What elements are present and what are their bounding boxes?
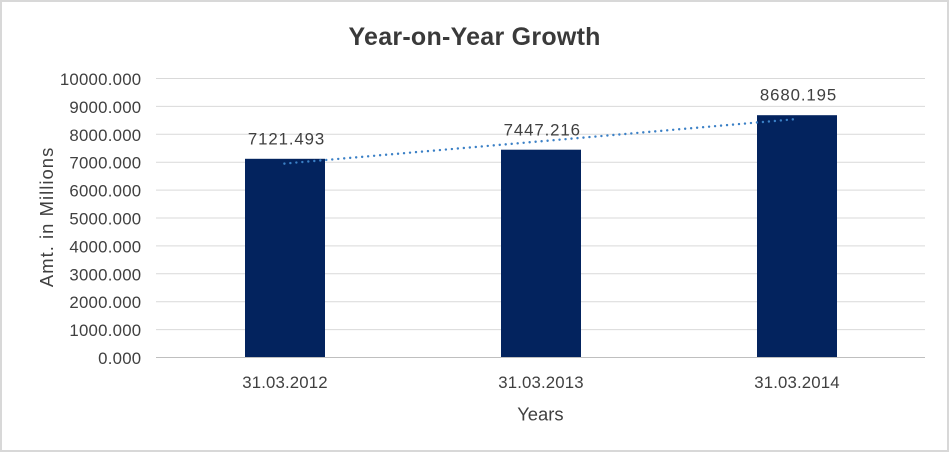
svg-text:4000.000: 4000.000 <box>69 237 141 256</box>
svg-text:7121.493: 7121.493 <box>248 130 325 149</box>
svg-text:9000.000: 9000.000 <box>69 98 141 117</box>
svg-text:0.000: 0.000 <box>98 349 141 368</box>
svg-text:Amt. in Millions: Amt. in Millions <box>36 147 57 287</box>
svg-text:8000.000: 8000.000 <box>69 126 141 145</box>
svg-text:Year-on-Year Growth: Year-on-Year Growth <box>348 23 600 51</box>
svg-text:5000.000: 5000.000 <box>69 210 141 229</box>
svg-text:10000.000: 10000.000 <box>60 70 142 89</box>
svg-text:7447.216: 7447.216 <box>504 121 581 140</box>
svg-text:31.03.2014: 31.03.2014 <box>754 373 840 392</box>
svg-text:31.03.2013: 31.03.2013 <box>498 373 584 392</box>
svg-text:6000.000: 6000.000 <box>69 182 141 201</box>
svg-text:31.03.2012: 31.03.2012 <box>242 373 328 392</box>
svg-text:7000.000: 7000.000 <box>69 154 141 173</box>
svg-text:1000.000: 1000.000 <box>69 321 141 340</box>
svg-text:8680.195: 8680.195 <box>760 85 837 104</box>
svg-text:2000.000: 2000.000 <box>69 293 141 312</box>
svg-text:Years: Years <box>517 403 563 424</box>
svg-text:3000.000: 3000.000 <box>69 265 141 284</box>
